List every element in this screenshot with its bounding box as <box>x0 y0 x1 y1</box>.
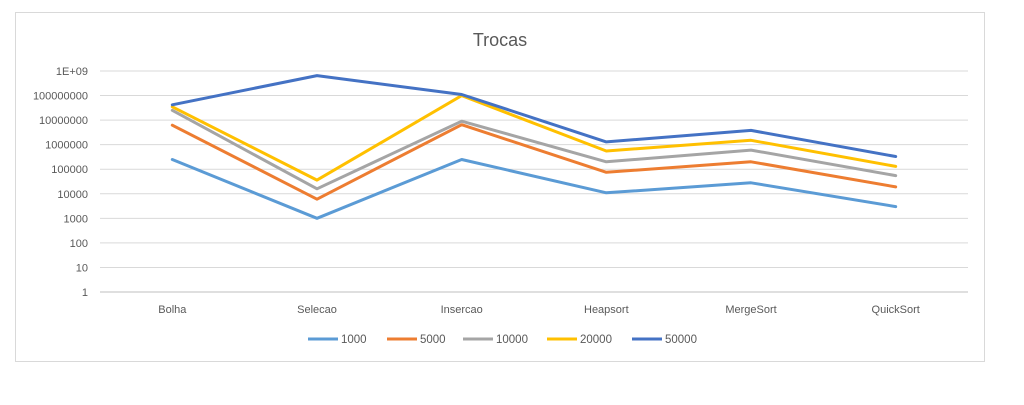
legend-label: 5000 <box>420 334 446 346</box>
y-tick-label: 1000000 <box>45 140 88 152</box>
legend-item: 50000 <box>632 334 697 346</box>
x-tick-label: Bolha <box>158 304 187 316</box>
y-tick-label: 10000 <box>57 189 88 201</box>
x-tick-label: QuickSort <box>872 304 920 316</box>
x-tick-label: Selecao <box>297 304 337 316</box>
y-tick-label: 10 <box>76 262 88 274</box>
y-tick-label: 100000 <box>51 164 88 176</box>
y-tick-label: 100 <box>70 238 88 250</box>
legend-item: 5000 <box>387 334 446 346</box>
legend-label: 20000 <box>580 334 612 346</box>
chart-title: Trocas <box>473 30 527 50</box>
series-line-50000 <box>170 74 898 158</box>
y-tick-label: 1000 <box>64 213 88 225</box>
legend-label: 10000 <box>496 334 528 346</box>
legend-label: 1000 <box>341 334 367 346</box>
legend-label: 50000 <box>665 334 697 346</box>
x-tick-label: Heapsort <box>584 304 629 316</box>
y-tick-label: 100000000 <box>33 91 88 103</box>
x-axis-ticks: Bolha Selecao Insercao Heapsort MergeSort Qui… <box>158 304 920 316</box>
legend: 1000 5000 10000 20000 50000 <box>308 334 697 346</box>
y-tick-label: 1E+09 <box>56 66 88 78</box>
series-lines <box>170 74 898 220</box>
legend-item: 1000 <box>308 334 367 346</box>
y-tick-label: 1 <box>82 287 88 299</box>
series-line-10000 <box>170 108 898 191</box>
series-line-5000 <box>170 123 898 201</box>
x-tick-label: Insercao <box>441 304 483 316</box>
y-axis-ticks: 1 10 100 1000 10000 100000 1000000 10000000 1000… <box>33 66 88 299</box>
legend-item: 10000 <box>463 334 528 346</box>
x-tick-label: MergeSort <box>725 304 776 316</box>
series-line-1000 <box>170 158 898 220</box>
chart-frame <box>15 12 985 362</box>
legend-item: 20000 <box>547 334 612 346</box>
y-tick-label: 10000000 <box>39 115 88 127</box>
series-line-20000 <box>170 94 898 182</box>
